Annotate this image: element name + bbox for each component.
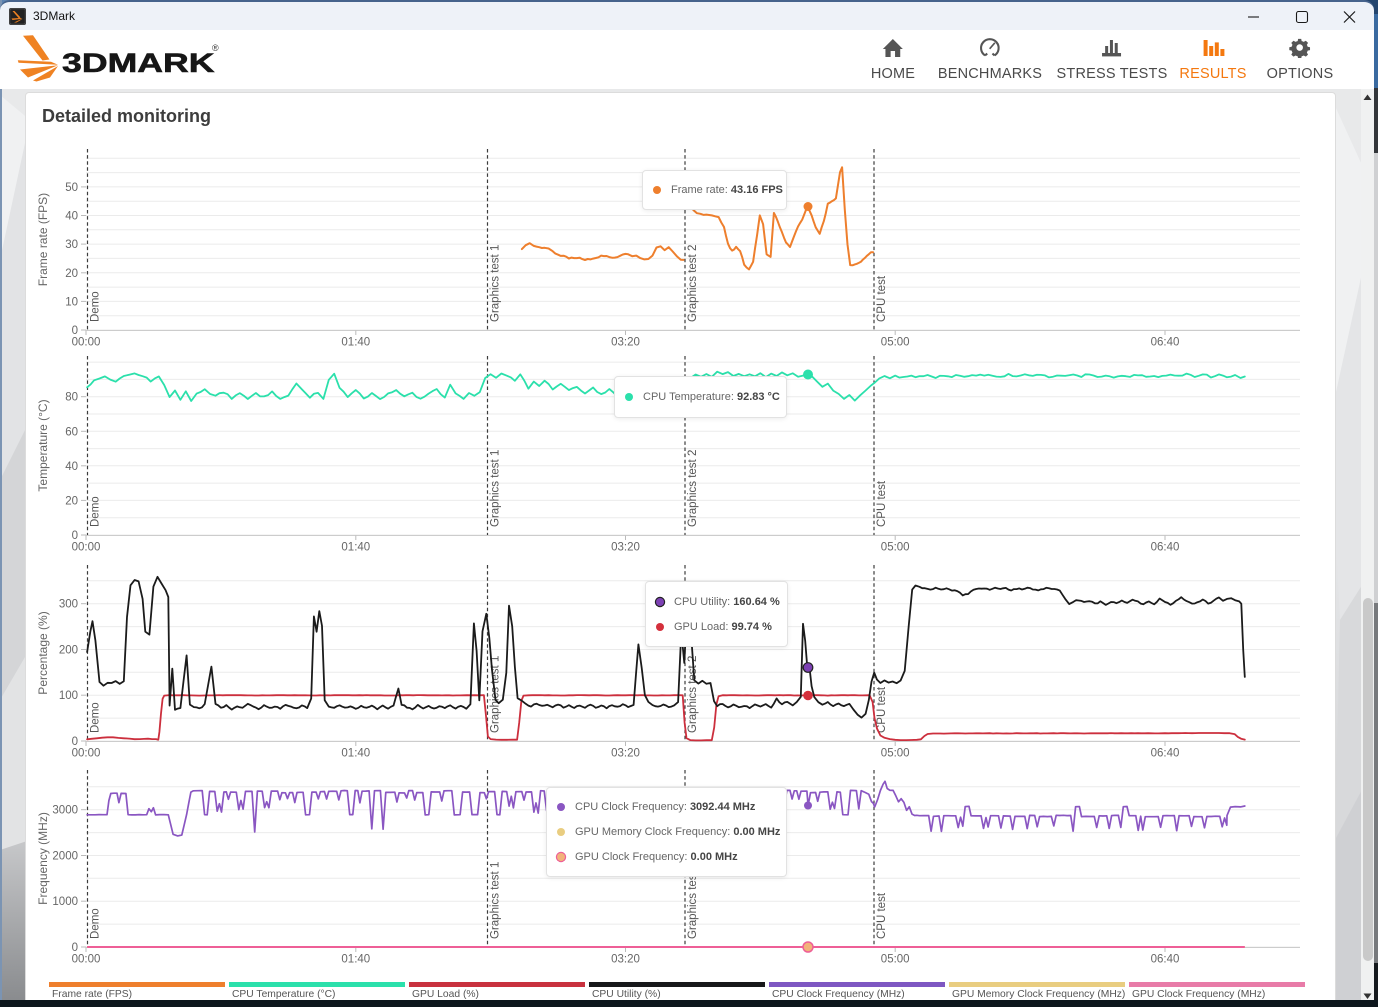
svg-text:06:40: 06:40 [1151, 954, 1180, 966]
svg-text:00:00: 00:00 [72, 542, 101, 554]
svg-text:03:20: 03:20 [611, 542, 640, 554]
svg-text:50: 50 [65, 182, 78, 194]
svg-text:20: 20 [65, 268, 78, 280]
svg-text:0: 0 [72, 736, 78, 748]
svg-text:2000: 2000 [52, 851, 78, 863]
svg-text:40: 40 [65, 211, 78, 223]
svg-text:01:40: 01:40 [341, 748, 370, 760]
svg-text:100: 100 [59, 690, 78, 702]
svg-text:20: 20 [65, 495, 78, 507]
svg-text:60: 60 [65, 426, 78, 438]
svg-text:Graphics test 2: Graphics test 2 [687, 656, 699, 733]
svg-text:06:40: 06:40 [1151, 748, 1180, 760]
svg-text:0: 0 [72, 325, 78, 337]
svg-text:CPU test: CPU test [876, 275, 888, 322]
svg-text:®: ® [212, 43, 219, 53]
svg-text:Frame rate (FPS): Frame rate (FPS) [36, 193, 50, 286]
svg-text:03:20: 03:20 [611, 954, 640, 966]
svg-text:3DMARK: 3DMARK [62, 47, 215, 78]
svg-text:Graphics test 2: Graphics test 2 [687, 245, 699, 322]
svg-text:Frequency (MHz): Frequency (MHz) [36, 812, 50, 905]
svg-text:03:20: 03:20 [611, 748, 640, 760]
svg-text:3000: 3000 [52, 805, 78, 817]
svg-text:300: 300 [59, 599, 78, 611]
svg-text:10: 10 [65, 296, 78, 308]
svg-text:Graphics test 1: Graphics test 1 [490, 862, 502, 939]
svg-text:06:40: 06:40 [1151, 542, 1180, 554]
svg-text:03:20: 03:20 [611, 337, 640, 349]
svg-text:00:00: 00:00 [72, 337, 101, 349]
svg-text:Temperature (°C): Temperature (°C) [36, 399, 50, 491]
svg-text:01:40: 01:40 [341, 337, 370, 349]
svg-text:00:00: 00:00 [72, 954, 101, 966]
svg-text:Percentage (%): Percentage (%) [36, 611, 50, 694]
svg-text:CPU test: CPU test [876, 480, 888, 527]
svg-text:1000: 1000 [52, 896, 78, 908]
svg-text:30: 30 [65, 239, 78, 251]
svg-text:01:40: 01:40 [341, 542, 370, 554]
svg-text:Graphics test 1: Graphics test 1 [490, 450, 502, 527]
svg-text:Demo: Demo [90, 702, 102, 733]
svg-text:80: 80 [65, 392, 78, 404]
svg-text:Graphics test 1: Graphics test 1 [490, 245, 502, 322]
svg-text:CPU test: CPU test [876, 892, 888, 939]
svg-text:Graphics test 2: Graphics test 2 [687, 862, 699, 939]
svg-text:Demo: Demo [90, 908, 102, 939]
svg-text:200: 200 [59, 645, 78, 657]
svg-text:40: 40 [65, 461, 78, 473]
svg-text:06:40: 06:40 [1151, 337, 1180, 349]
svg-text:05:00: 05:00 [881, 954, 910, 966]
svg-text:05:00: 05:00 [881, 748, 910, 760]
svg-text:00:00: 00:00 [72, 748, 101, 760]
svg-text:Graphics test 2: Graphics test 2 [687, 450, 699, 527]
svg-text:0: 0 [72, 942, 78, 954]
svg-text:01:40: 01:40 [341, 954, 370, 966]
svg-text:0: 0 [72, 530, 78, 542]
svg-text:05:00: 05:00 [881, 542, 910, 554]
svg-text:CPU test: CPU test [876, 686, 888, 733]
svg-text:Demo: Demo [90, 496, 102, 527]
svg-text:Demo: Demo [90, 291, 102, 322]
svg-text:05:00: 05:00 [881, 337, 910, 349]
